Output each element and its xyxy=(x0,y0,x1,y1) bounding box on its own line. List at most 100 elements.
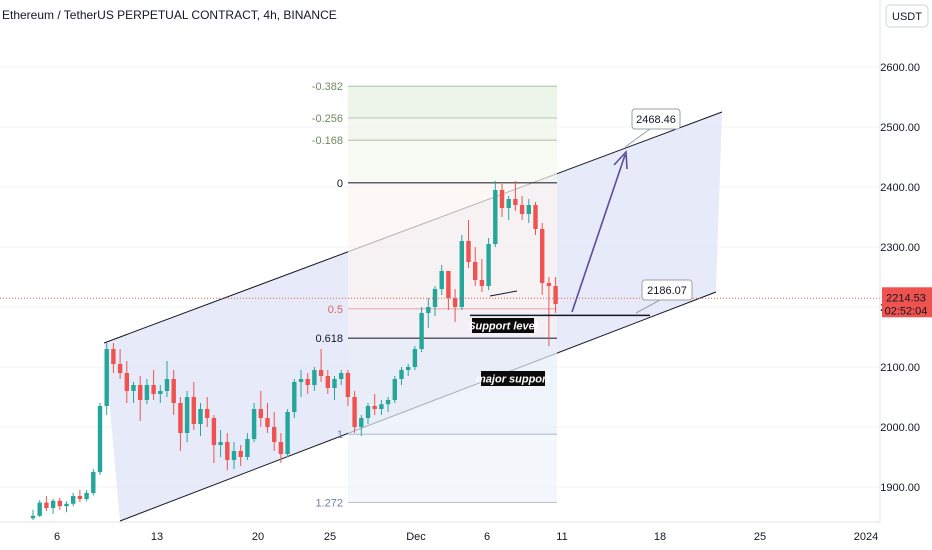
candle xyxy=(546,277,552,346)
candle-body xyxy=(298,379,304,382)
candle-body xyxy=(124,373,129,391)
candle-body xyxy=(278,442,284,454)
candle-body xyxy=(392,379,397,400)
candle xyxy=(104,343,109,415)
drawings: 2468.46 2186.07 Support level major support xyxy=(0,108,880,386)
candle-body xyxy=(184,397,190,433)
candle xyxy=(439,265,444,295)
candle xyxy=(57,497,62,510)
candle xyxy=(84,490,89,502)
x-tick-label: 18 xyxy=(654,531,666,543)
candle-body xyxy=(365,406,371,418)
fib-label: 0 xyxy=(337,178,343,190)
candle xyxy=(426,298,431,328)
candle xyxy=(44,496,49,511)
target-note-pointer xyxy=(624,128,651,148)
candle-body xyxy=(30,515,36,519)
candle-body xyxy=(285,412,290,454)
candle-body xyxy=(372,406,377,409)
candle xyxy=(372,394,377,415)
candle xyxy=(71,493,76,507)
support-price-note[interactable]: 2186.07 xyxy=(635,279,693,314)
candle-body xyxy=(178,403,183,433)
candle-body xyxy=(332,379,337,388)
candle-body xyxy=(138,385,143,400)
x-tick-label: 13 xyxy=(151,531,163,543)
candle xyxy=(124,361,129,403)
candle xyxy=(191,382,196,430)
support-price-note-box xyxy=(641,279,693,301)
x-tick-label: Dec xyxy=(406,531,426,543)
support-price-note-text: 2186.07 xyxy=(647,285,687,297)
x-tick-label: 6 xyxy=(484,531,490,543)
candle-body xyxy=(97,406,103,472)
candle-body xyxy=(44,502,49,508)
candle-body xyxy=(540,229,545,283)
candle-body xyxy=(50,500,56,508)
candle xyxy=(91,469,96,496)
fib-label: 1 xyxy=(337,429,343,441)
candle xyxy=(97,403,103,475)
fib-zone xyxy=(348,118,557,141)
currency-button[interactable]: USDT xyxy=(885,4,929,28)
major-support-label: major support xyxy=(476,371,551,386)
candle-body xyxy=(352,397,357,427)
candle-body xyxy=(84,493,89,499)
candle xyxy=(111,343,116,373)
candle-body xyxy=(292,382,297,412)
candle-body xyxy=(245,439,250,457)
candle-body xyxy=(305,379,310,385)
candle xyxy=(399,367,404,385)
candle xyxy=(499,184,505,217)
candle-body xyxy=(526,205,531,214)
candle-body xyxy=(479,280,485,286)
last-price-tag xyxy=(882,287,932,318)
candle-body xyxy=(198,409,203,424)
candle-body xyxy=(339,373,344,379)
candle-body xyxy=(345,373,351,397)
candle-body xyxy=(426,307,431,313)
candle-body xyxy=(318,370,324,376)
candle-body xyxy=(466,241,471,262)
candle xyxy=(64,501,69,513)
last-price-label: 2214.53 xyxy=(886,292,926,304)
candle-body xyxy=(37,502,42,516)
candle-body xyxy=(385,400,391,405)
candle xyxy=(513,181,518,211)
candle xyxy=(278,433,284,463)
candle xyxy=(171,370,176,415)
candle-body xyxy=(57,500,62,507)
candle xyxy=(406,364,411,376)
candle-body xyxy=(191,397,196,424)
fib-label: 0.618 xyxy=(315,333,343,345)
candle xyxy=(198,403,203,436)
candle-body xyxy=(218,442,223,445)
candle xyxy=(526,199,531,223)
candle-body xyxy=(452,298,458,307)
x-tick-label: 25 xyxy=(324,531,336,543)
candle-body xyxy=(111,349,116,364)
candle xyxy=(479,259,485,292)
candle-body xyxy=(272,427,277,442)
projection-arrow[interactable] xyxy=(571,154,626,313)
candle-body xyxy=(171,379,176,403)
candle xyxy=(446,271,451,310)
candle xyxy=(466,220,471,268)
fibonacci-retracement[interactable]: -0.382 -0.256 -0.168 0 0.5 0.618 1 1.272 xyxy=(312,81,557,510)
candle xyxy=(345,370,351,406)
y-tick-label: 2300.00 xyxy=(880,242,920,254)
candle xyxy=(258,391,263,427)
target-note[interactable]: 2468.46 xyxy=(624,108,681,148)
x-tick-label: 20 xyxy=(252,531,264,543)
candle-body xyxy=(71,496,76,504)
candles xyxy=(30,181,558,520)
candle xyxy=(117,349,123,379)
candle xyxy=(272,412,277,451)
candle-body xyxy=(379,404,384,409)
candle xyxy=(238,445,243,466)
candle xyxy=(131,382,136,403)
candle xyxy=(144,379,150,405)
candle xyxy=(419,307,424,352)
candle xyxy=(164,361,170,397)
